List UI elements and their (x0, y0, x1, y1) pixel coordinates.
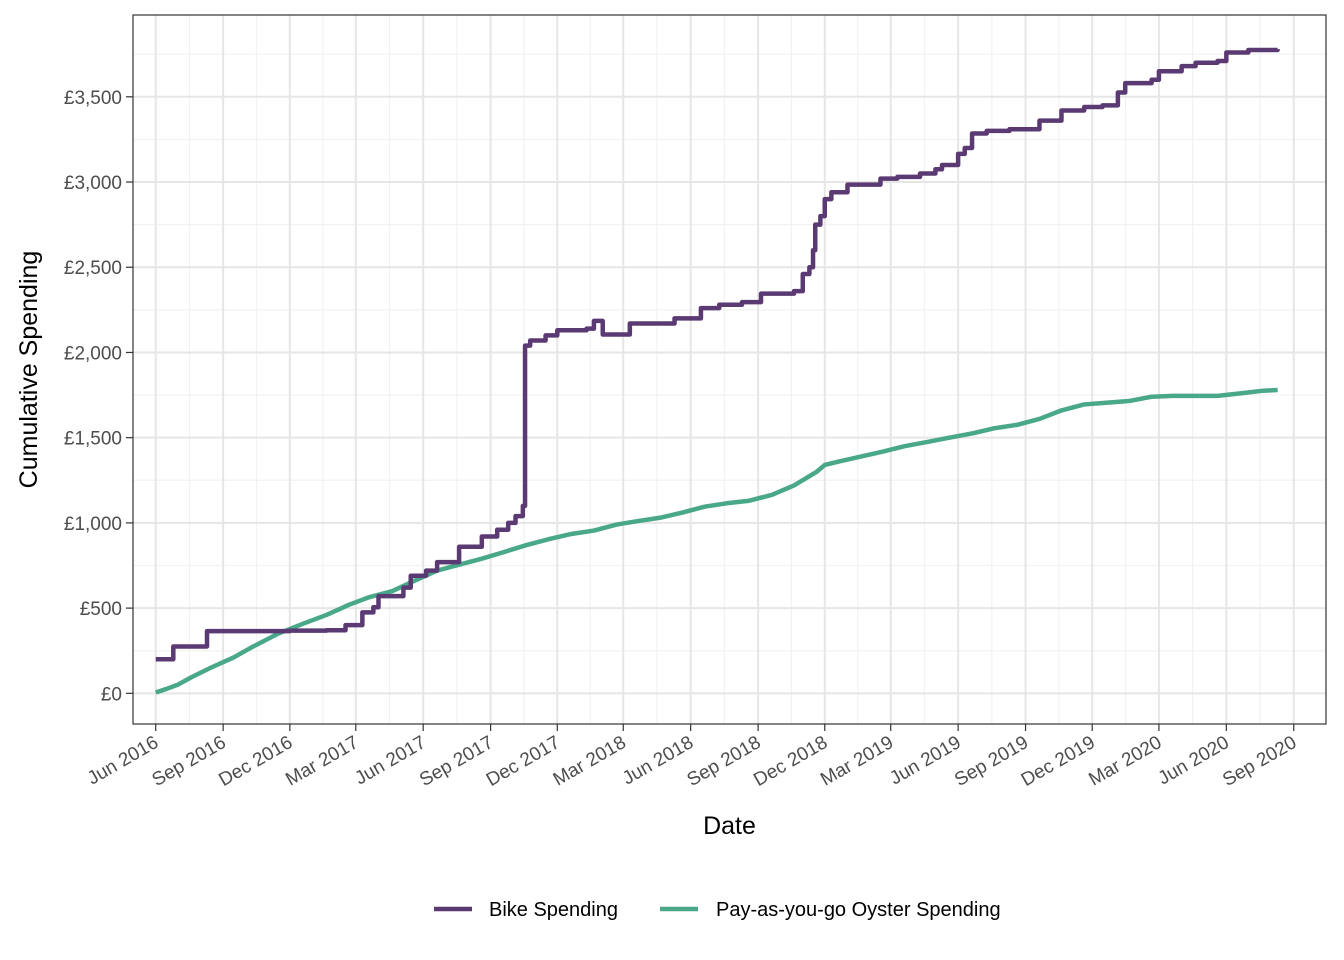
y-tick-label: £3,000 (64, 173, 122, 194)
y-axis-title: Cumulative Spending (15, 251, 43, 489)
series-lines (155, 47, 1280, 695)
series-line-pay-as-you-go-oyster-spending (155, 387, 1278, 695)
minor-gridlines (133, 15, 1326, 724)
panel-border (132, 14, 1327, 725)
y-tick-label: £1,500 (64, 429, 122, 450)
y-tick-label: £2,500 (64, 258, 122, 279)
series-line-bike-spending (155, 47, 1280, 662)
legend-label: Pay-as-you-go Oyster Spending (716, 899, 1001, 921)
legend: Bike Spending Pay-as-you-go Oyster Spendi… (434, 899, 1001, 921)
y-tick-label: £1,000 (64, 514, 122, 535)
legend-label: Bike Spending (489, 899, 618, 921)
x-axis-title: Date (703, 812, 756, 840)
y-tick-label: £3,500 (64, 88, 122, 109)
major-gridlines (133, 15, 1326, 724)
y-tick-label: £2,000 (64, 343, 122, 364)
y-tick-label: £0 (101, 684, 122, 705)
y-axis: £0 £500 £1,000 £1,500 £2,000 £2,500 £3,000 £3,5… (64, 88, 133, 705)
y-tick-label: £500 (80, 599, 122, 620)
